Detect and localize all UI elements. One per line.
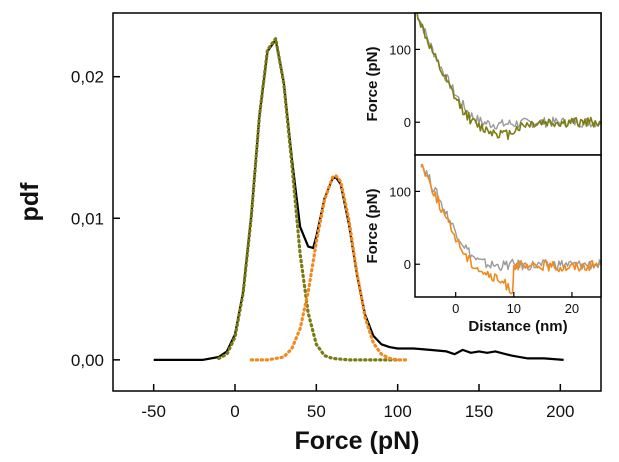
main-series-2-line xyxy=(249,174,411,362)
inset-top-background xyxy=(415,13,601,155)
main-x-tick-label: -50 xyxy=(141,402,166,421)
inset-top-axes: 0 100 xyxy=(389,42,420,130)
main-x-axis: -50 0 50 100 150 200 xyxy=(141,384,575,421)
inset-bottom-y-axis-title: Force (pN) xyxy=(364,188,381,263)
main-y-tick-label: 0,01 xyxy=(71,209,104,228)
main-x-tick-label: 50 xyxy=(307,402,326,421)
main-y-axis: 0,00 0,01 0,02 xyxy=(71,68,120,370)
inset-1-y-tick-label: 0 xyxy=(404,257,411,272)
main-series-group xyxy=(153,36,564,362)
main-x-tick-label: 200 xyxy=(546,402,574,421)
inset-top-plot: 0 100 Force (pN) xyxy=(364,12,602,156)
main-series-1-line xyxy=(217,36,400,362)
main-x-tick-label: 0 xyxy=(230,402,239,421)
inset-0-series-1-trace xyxy=(416,13,601,141)
inset-1-x-tick-label: 0 xyxy=(452,301,459,316)
main-y-axis-title: pdf xyxy=(16,182,44,222)
inset-bottom-x-axis-title: Distance (nm) xyxy=(468,318,567,335)
inset-1-y-tick-label: 100 xyxy=(389,184,411,199)
inset-0-y-tick-label: 100 xyxy=(389,42,411,57)
main-y-tick-label: 0,00 xyxy=(71,351,104,370)
inset-bottom-frame xyxy=(414,154,602,298)
inset-top-series-group xyxy=(416,13,601,141)
main-x-tick-label: 100 xyxy=(383,402,411,421)
inset-1-x-tick-label: 10 xyxy=(507,301,521,316)
main-plot: -50 0 50 100 150 200 0,000,010,02 Force (pN) … xyxy=(16,12,602,455)
inset-bottom-plot: 0 100 0 10 20 Force (pN) Distance (nm) xyxy=(364,154,602,335)
inset-0-y-tick-label: 0 xyxy=(404,115,411,130)
inset-top-y-axis-title: Force (pN) xyxy=(364,46,381,121)
inset-1-x-tick-label: 20 xyxy=(565,301,579,316)
inset-bottom-series-group xyxy=(420,163,601,295)
inset-1-series-0-trace xyxy=(420,165,601,272)
main-x-axis-title: Force (pN) xyxy=(295,427,420,455)
inset-bottom-axes: 0 100 0 10 20 xyxy=(389,184,579,316)
inset-bottom-background xyxy=(415,155,601,297)
inset-1-series-1-trace xyxy=(420,163,601,295)
main-y-tick-label: 0,02 xyxy=(71,68,104,87)
main-x-tick-label: 150 xyxy=(465,402,493,421)
